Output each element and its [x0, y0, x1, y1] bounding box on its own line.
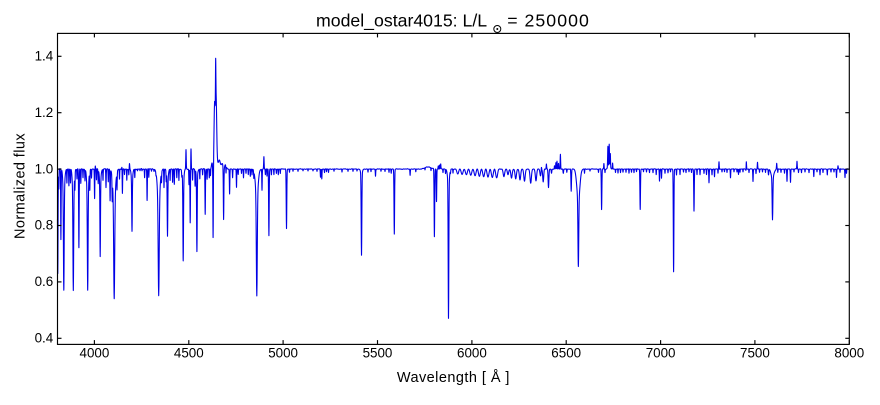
- svg-text:7000: 7000: [646, 346, 676, 361]
- svg-text:7500: 7500: [740, 346, 770, 361]
- svg-text:1.0: 1.0: [35, 161, 54, 176]
- svg-text:0.8: 0.8: [35, 218, 54, 233]
- svg-text:0.4: 0.4: [35, 331, 54, 346]
- svg-text:0.6: 0.6: [35, 274, 54, 289]
- svg-text:5500: 5500: [363, 346, 393, 361]
- svg-text:4500: 4500: [174, 346, 204, 361]
- svg-text:5000: 5000: [268, 346, 298, 361]
- svg-text:8000: 8000: [834, 346, 864, 361]
- svg-text:Normalized flux: Normalized flux: [13, 133, 29, 239]
- svg-text:6000: 6000: [457, 346, 487, 361]
- svg-text:Wavelength [ Å ]: Wavelength [ Å ]: [397, 369, 510, 386]
- svg-text:1.2: 1.2: [35, 105, 54, 120]
- svg-text:6500: 6500: [551, 346, 581, 361]
- svg-text:4000: 4000: [80, 346, 110, 361]
- svg-text:model_ostar4015: L/L: model_ostar4015: L/L: [316, 10, 487, 31]
- svg-text:= 250000: = 250000: [507, 10, 590, 30]
- svg-text:1.4: 1.4: [35, 49, 54, 64]
